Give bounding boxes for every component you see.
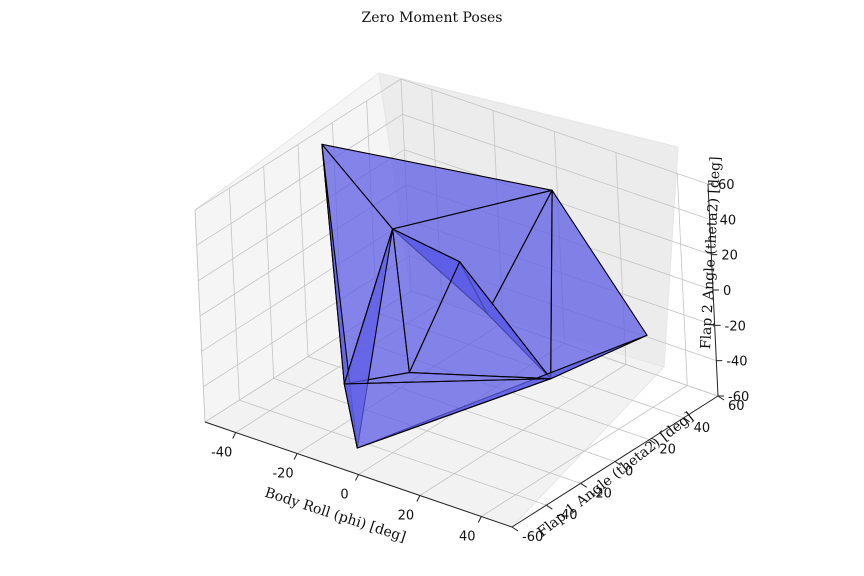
y-tick-mark [649,439,656,445]
x-tick-label: -20 [272,467,293,482]
left-wall-grid-z [194,78,402,211]
x-tick-label: -40 [211,446,232,461]
y-tick-label: 0 [625,465,633,480]
x-tick-mark [355,474,359,481]
z-tick-label: 40 [720,213,737,228]
z-tick-label: -20 [725,319,746,334]
back-wall-grid-z [402,113,710,220]
y-tick-label: 20 [659,443,676,458]
x-tick-mark [232,432,237,439]
x-tick-mark [293,453,298,460]
z-tick-label: 0 [723,284,731,299]
surface [321,143,648,449]
z-tick-label: -60 [728,390,749,405]
floor-grid-y [273,377,581,484]
y-tick-label: 60 [728,399,745,414]
y-tick-mark [614,461,622,466]
floor-grid-y [239,399,547,506]
z-tick-label: 60 [718,178,735,193]
y-tick-label: 40 [694,421,711,436]
left-wall-grid-z [196,113,403,246]
x-tick-label: 0 [340,488,348,503]
x-tick-label: 20 [398,509,415,524]
z-axis-label: Flap 2 Angle (theta2) [deg] [698,156,724,350]
x-tick-mark [416,495,421,502]
chart-title: Zero Moment Poses [362,10,503,26]
x-tick-mark [477,516,482,523]
y-tick-label: -20 [591,486,612,501]
x-tick-label: 40 [459,530,476,545]
y-tick-mark [717,395,725,401]
y-tick-mark [580,482,587,488]
surface-facet [343,378,552,449]
y-tick-label: -40 [556,508,577,523]
z-tick-label: 20 [721,249,738,264]
y-tick-mark [546,504,553,510]
y-tick-mark [511,526,519,532]
back-wall-grid-z [400,78,709,185]
z-tick-label: -40 [726,355,747,370]
x-axis-label: Body Roll (phi) [deg] [263,485,408,546]
y-tick-label: -60 [522,530,543,545]
y-tick-mark [683,417,690,423]
